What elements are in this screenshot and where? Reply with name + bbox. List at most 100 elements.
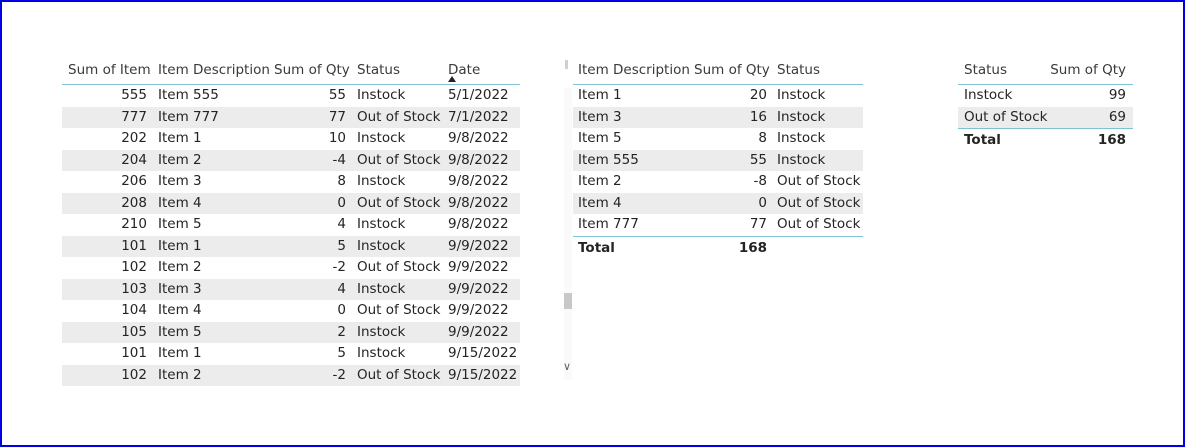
table-row[interactable]: 104 Item 4 0 Out of Stock 9/9/2022 bbox=[62, 300, 520, 322]
column-header-item-description[interactable]: Item Description bbox=[158, 62, 270, 78]
column-header-sum-of-qty[interactable]: Sum of Qty bbox=[1050, 62, 1126, 78]
table-row[interactable]: Item 3 16 Instock bbox=[573, 106, 863, 128]
cell-status: Out of Stock bbox=[777, 216, 861, 232]
cell-status: Instock bbox=[357, 87, 406, 103]
table-row[interactable]: 210 Item 5 4 Instock 9/8/2022 bbox=[62, 214, 520, 236]
cell-sum-of-qty: 8 bbox=[337, 173, 346, 189]
table-row[interactable]: 777 Item 777 77 Out of Stock 7/1/2022 bbox=[62, 106, 520, 128]
total-label: Total bbox=[964, 132, 1001, 148]
cell-date: 9/8/2022 bbox=[448, 194, 509, 211]
table-detail: Sum of Item Item Description Sum of Qty … bbox=[62, 57, 520, 386]
total-label: Total bbox=[578, 239, 615, 256]
table-row[interactable]: Item 1 20 Instock bbox=[573, 85, 863, 107]
cell-item-description: Item 5 bbox=[158, 216, 202, 232]
cell-status: Instock bbox=[357, 323, 406, 340]
cell-date: 9/9/2022 bbox=[448, 237, 509, 254]
total-row: Total 168 bbox=[573, 235, 863, 260]
column-header-status[interactable]: Status bbox=[777, 62, 821, 78]
cell-item-description: Item 3 bbox=[158, 173, 202, 189]
table-row[interactable]: 204 Item 2 -4 Out of Stock 9/8/2022 bbox=[62, 149, 520, 171]
cell-item-description: Item 1 bbox=[158, 130, 202, 146]
table-row[interactable]: 105 Item 5 2 Instock 9/9/2022 bbox=[62, 321, 520, 343]
cell-date: 9/15/2022 bbox=[448, 345, 518, 361]
cell-item-description: Item 4 bbox=[158, 194, 202, 211]
scroll-up-indicator bbox=[565, 60, 568, 69]
table-row[interactable]: Out of Stock 69 bbox=[958, 106, 1133, 128]
table-row[interactable]: 102 Item 2 -2 Out of Stock 9/9/2022 bbox=[62, 257, 520, 279]
cell-sum-of-item: 777 bbox=[121, 108, 147, 125]
cell-sum-of-qty: 0 bbox=[337, 302, 346, 318]
scrollbar-thumb[interactable] bbox=[564, 293, 572, 309]
table-row[interactable]: 202 Item 1 10 Instock 9/8/2022 bbox=[62, 128, 520, 150]
cell-sum-of-item: 104 bbox=[121, 302, 147, 318]
cell-item-description: Item 3 bbox=[158, 280, 202, 297]
table-row[interactable]: Item 555 55 Instock bbox=[573, 149, 863, 171]
cell-status: Instock bbox=[777, 130, 826, 146]
cell-status: Out of Stock bbox=[357, 259, 441, 275]
cell-date: 9/9/2022 bbox=[448, 259, 509, 275]
cell-sum-of-qty: 99 bbox=[1108, 87, 1126, 103]
table-header: Item Description Sum of Qty Status bbox=[573, 57, 863, 85]
cell-item-description: Item 5 bbox=[158, 323, 202, 340]
cell-item-description: Item 2 bbox=[158, 366, 202, 383]
cell-sum-of-item: 105 bbox=[121, 323, 147, 340]
cell-date: 9/8/2022 bbox=[448, 130, 509, 146]
column-header-status[interactable]: Status bbox=[357, 62, 401, 78]
table-row[interactable]: 208 Item 4 0 Out of Stock 9/8/2022 bbox=[62, 192, 520, 214]
table-header: Sum of Item Item Description Sum of Qty … bbox=[62, 57, 520, 85]
table-row[interactable]: 103 Item 3 4 Instock 9/9/2022 bbox=[62, 278, 520, 300]
table-body: Instock 99 Out of Stock 69 bbox=[958, 85, 1133, 128]
cell-date: 9/8/2022 bbox=[448, 173, 509, 189]
cell-item-description: Item 777 bbox=[578, 216, 639, 232]
table-row[interactable]: 206 Item 3 8 Instock 9/8/2022 bbox=[62, 171, 520, 193]
cell-date: 9/15/2022 bbox=[448, 366, 518, 383]
table-row[interactable]: Item 2 -8 Out of Stock bbox=[573, 171, 863, 193]
cell-item-description: Item 3 bbox=[578, 108, 622, 125]
cell-item-description: Item 4 bbox=[578, 194, 622, 211]
table-row[interactable]: 555 Item 555 55 Instock 5/1/2022 bbox=[62, 85, 520, 107]
sort-ascending-icon[interactable] bbox=[448, 76, 456, 82]
table-summary-by-status: Status Sum of Qty Instock 99 Out of Stock 6… bbox=[958, 57, 1133, 152]
cell-sum-of-qty: 5 bbox=[337, 345, 346, 361]
cell-status: Instock bbox=[357, 130, 406, 146]
cell-status: Out of Stock bbox=[357, 108, 441, 125]
cell-status: Instock bbox=[777, 87, 826, 103]
column-header-item-description[interactable]: Item Description bbox=[578, 62, 690, 78]
cell-sum-of-item: 102 bbox=[121, 259, 147, 275]
table-row[interactable]: 101 Item 1 5 Instock 9/15/2022 bbox=[62, 343, 520, 365]
column-header-status[interactable]: Status bbox=[964, 62, 1008, 78]
cell-sum-of-qty: 2 bbox=[337, 323, 346, 340]
cell-sum-of-item: 103 bbox=[121, 280, 147, 297]
cell-sum-of-qty: 20 bbox=[749, 87, 767, 103]
cell-sum-of-qty: 77 bbox=[749, 216, 767, 232]
total-row: Total 168 bbox=[958, 128, 1133, 152]
cell-status: Out of Stock bbox=[777, 194, 861, 211]
cell-sum-of-qty: 4 bbox=[337, 280, 346, 297]
table-row[interactable]: Item 777 77 Out of Stock bbox=[573, 214, 863, 236]
vertical-scrollbar[interactable] bbox=[564, 88, 572, 380]
table-row[interactable]: Instock 99 bbox=[958, 85, 1133, 107]
table-header: Status Sum of Qty bbox=[958, 57, 1133, 85]
cell-status: Out of Stock bbox=[357, 366, 441, 383]
cell-sum-of-qty: 10 bbox=[328, 130, 346, 146]
column-header-sum-of-qty[interactable]: Sum of Qty bbox=[694, 62, 770, 78]
table-row[interactable]: Item 5 8 Instock bbox=[573, 128, 863, 150]
cell-sum-of-qty: -4 bbox=[332, 151, 346, 168]
cell-item-description: Item 555 bbox=[578, 151, 639, 168]
cell-date: 7/1/2022 bbox=[448, 108, 509, 125]
column-header-date[interactable]: Date bbox=[448, 62, 481, 78]
chevron-down-icon[interactable]: ∨ bbox=[563, 360, 572, 373]
cell-item-description: Item 2 bbox=[158, 259, 202, 275]
table-row[interactable]: 102 Item 2 -2 Out of Stock 9/15/2022 bbox=[62, 364, 520, 386]
cell-date: 5/1/2022 bbox=[448, 87, 509, 103]
cell-sum-of-qty: 77 bbox=[328, 108, 346, 125]
table-row[interactable]: Item 4 0 Out of Stock bbox=[573, 192, 863, 214]
cell-status: Out of Stock bbox=[357, 194, 441, 211]
column-header-sum-of-qty[interactable]: Sum of Qty bbox=[274, 62, 350, 78]
cell-status: Out of Stock bbox=[357, 302, 441, 318]
cell-sum-of-item: 204 bbox=[121, 151, 147, 168]
table-row[interactable]: 101 Item 1 5 Instock 9/9/2022 bbox=[62, 235, 520, 257]
column-header-sum-of-item[interactable]: Sum of Item bbox=[68, 62, 151, 78]
cell-sum-of-qty: -8 bbox=[753, 173, 767, 189]
